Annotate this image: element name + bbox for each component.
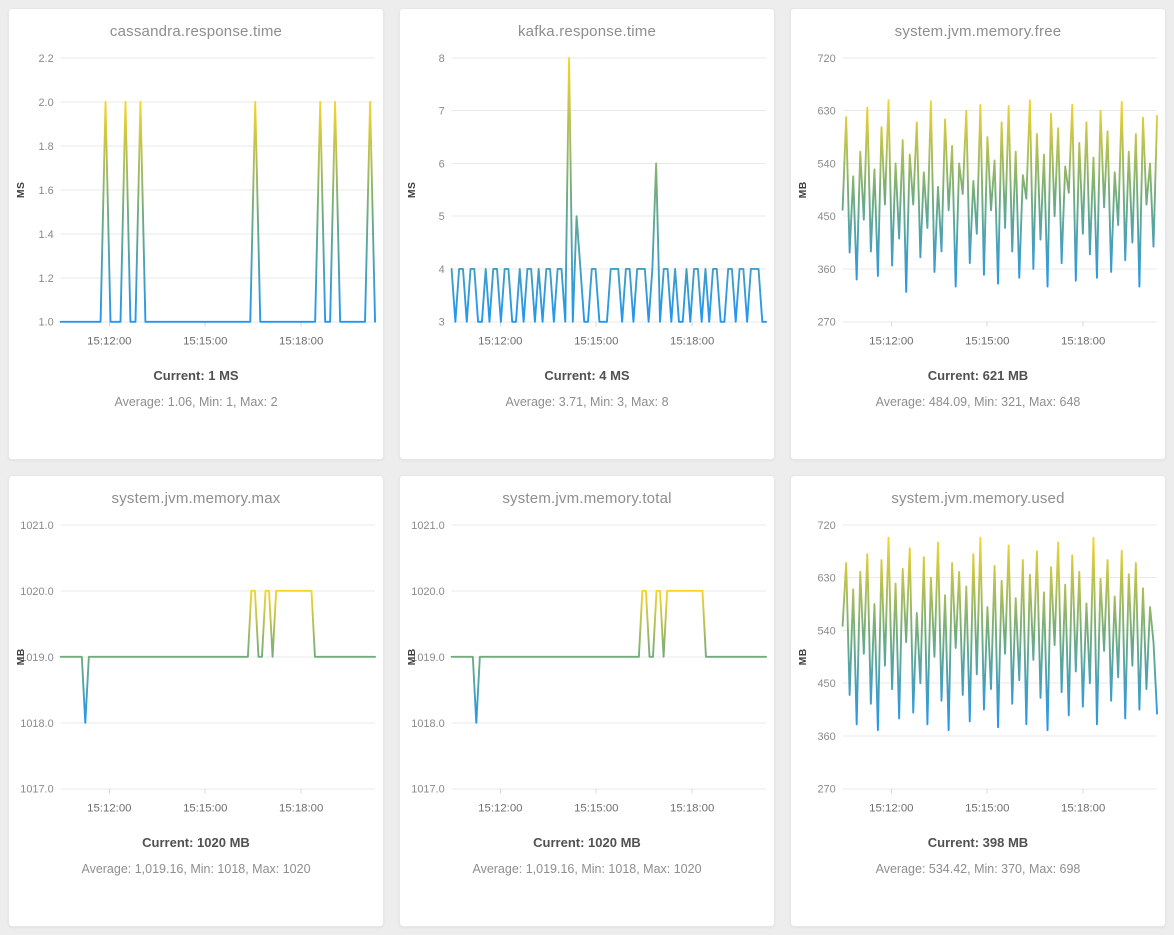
current-value: Current: 1020 MB bbox=[533, 834, 641, 850]
svg-text:720: 720 bbox=[817, 53, 835, 65]
svg-text:MB: MB bbox=[798, 648, 809, 665]
svg-text:1021.0: 1021.0 bbox=[411, 520, 444, 532]
svg-text:630: 630 bbox=[817, 573, 835, 585]
stats-summary: Average: 1,019.16, Min: 1018, Max: 1020 bbox=[472, 861, 702, 876]
svg-text:3: 3 bbox=[439, 317, 445, 329]
svg-text:1.0: 1.0 bbox=[38, 317, 53, 329]
svg-text:1017.0: 1017.0 bbox=[20, 784, 53, 796]
kafka-response-time-line-chart[interactable]: 8 7 6 5 4 3 15:12:00 15:15:00 15:18:00 MS bbox=[400, 44, 774, 354]
svg-text:15:15:00: 15:15:00 bbox=[574, 336, 618, 348]
chart-title: system.jvm.memory.used bbox=[891, 490, 1065, 507]
jvm-memory-total-line-chart[interactable]: 1021.0 1020.0 1019.0 1018.0 1017.0 15:12:00 15… bbox=[400, 511, 774, 821]
chart-title: cassandra.response.time bbox=[109, 23, 283, 40]
svg-text:1018.0: 1018.0 bbox=[20, 718, 53, 730]
svg-text:15:12:00: 15:12:00 bbox=[869, 803, 913, 815]
jvm-memory-max-line-chart[interactable]: 1021.0 1020.0 1019.0 1018.0 1017.0 15:12:00 15… bbox=[9, 511, 383, 821]
svg-text:15:18:00: 15:18:00 bbox=[1061, 336, 1105, 348]
chart-card-jvm-memory-used: system.jvm.memory.used 720 630 540 450 360 27… bbox=[790, 475, 1166, 927]
svg-text:1018.0: 1018.0 bbox=[411, 718, 444, 730]
svg-text:270: 270 bbox=[817, 784, 835, 796]
svg-text:450: 450 bbox=[817, 211, 835, 223]
svg-text:15:18:00: 15:18:00 bbox=[670, 336, 714, 348]
svg-text:MB: MB bbox=[798, 181, 809, 198]
current-value: Current: 621 MB bbox=[927, 367, 1029, 383]
svg-text:15:18:00: 15:18:00 bbox=[279, 336, 323, 348]
svg-text:MB: MB bbox=[16, 648, 27, 665]
stats-summary: Average: 3.71, Min: 3, Max: 8 bbox=[505, 394, 669, 409]
current-value: Current: 1020 MB bbox=[142, 834, 250, 850]
svg-text:1017.0: 1017.0 bbox=[411, 784, 444, 796]
chart-title: system.jvm.memory.max bbox=[111, 490, 281, 507]
svg-text:15:18:00: 15:18:00 bbox=[279, 803, 323, 815]
svg-text:1.8: 1.8 bbox=[38, 141, 53, 153]
svg-text:7: 7 bbox=[439, 106, 445, 118]
svg-text:4: 4 bbox=[439, 264, 445, 276]
svg-text:450: 450 bbox=[817, 678, 835, 690]
svg-text:1019.0: 1019.0 bbox=[20, 652, 53, 664]
current-value: Current: 398 MB bbox=[927, 834, 1029, 850]
svg-text:720: 720 bbox=[817, 520, 835, 532]
chart-card-jvm-memory-max: system.jvm.memory.max 1021.0 1020.0 1019.0… bbox=[8, 475, 384, 927]
svg-text:15:12:00: 15:12:00 bbox=[87, 336, 131, 348]
svg-text:15:15:00: 15:15:00 bbox=[574, 803, 618, 815]
svg-text:1.2: 1.2 bbox=[38, 273, 53, 285]
svg-text:1.6: 1.6 bbox=[38, 185, 53, 197]
chart-card-jvm-memory-total: system.jvm.memory.total 1021.0 1020.0 1019… bbox=[399, 475, 775, 927]
svg-text:270: 270 bbox=[817, 317, 835, 329]
svg-text:MS: MS bbox=[407, 182, 418, 199]
svg-text:360: 360 bbox=[817, 264, 835, 276]
svg-text:15:12:00: 15:12:00 bbox=[478, 803, 522, 815]
svg-text:630: 630 bbox=[817, 106, 835, 118]
chart-card-jvm-memory-free: system.jvm.memory.free 720 630 540 450 360 27… bbox=[790, 8, 1166, 460]
chart-title: kafka.response.time bbox=[517, 23, 657, 40]
svg-text:360: 360 bbox=[817, 731, 835, 743]
chart-card-kafka-response-time: kafka.response.time 8 7 6 5 4 3 15:12:00 15:15:… bbox=[399, 8, 775, 460]
svg-text:1020.0: 1020.0 bbox=[411, 586, 444, 598]
svg-text:15:15:00: 15:15:00 bbox=[965, 803, 1009, 815]
stats-summary: Average: 484.09, Min: 321, Max: 648 bbox=[875, 394, 1081, 409]
svg-text:5: 5 bbox=[439, 211, 445, 223]
current-value: Current: 4 MS bbox=[544, 367, 630, 383]
current-value: Current: 1 MS bbox=[153, 367, 239, 383]
svg-text:15:12:00: 15:12:00 bbox=[87, 803, 131, 815]
svg-text:15:12:00: 15:12:00 bbox=[869, 336, 913, 348]
svg-text:15:12:00: 15:12:00 bbox=[478, 336, 522, 348]
jvm-memory-used-line-chart[interactable]: 720 630 540 450 360 270 15:12:00 15:15:00 15:18:… bbox=[791, 511, 1165, 821]
svg-text:1.4: 1.4 bbox=[38, 229, 53, 241]
stats-summary: Average: 1.06, Min: 1, Max: 2 bbox=[114, 394, 278, 409]
stats-summary: Average: 1,019.16, Min: 1018, Max: 1020 bbox=[81, 861, 311, 876]
svg-text:15:18:00: 15:18:00 bbox=[1061, 803, 1105, 815]
svg-text:MS: MS bbox=[16, 182, 27, 199]
svg-text:2.2: 2.2 bbox=[38, 53, 53, 65]
jvm-memory-free-line-chart[interactable]: 720 630 540 450 360 270 15:12:00 15:15:00 15:18:… bbox=[791, 44, 1165, 354]
svg-text:15:18:00: 15:18:00 bbox=[670, 803, 714, 815]
cassandra-response-time-line-chart[interactable]: 2.2 2.0 1.8 1.6 1.4 1.2 1.0 15:12:00 15:15:00 15:… bbox=[9, 44, 383, 354]
svg-text:6: 6 bbox=[439, 158, 445, 170]
svg-text:2.0: 2.0 bbox=[38, 97, 53, 109]
chart-title: system.jvm.memory.free bbox=[894, 23, 1062, 40]
svg-text:1019.0: 1019.0 bbox=[411, 652, 444, 664]
svg-text:15:15:00: 15:15:00 bbox=[183, 336, 227, 348]
chart-title: system.jvm.memory.total bbox=[502, 490, 672, 507]
svg-text:540: 540 bbox=[817, 625, 835, 637]
svg-text:MB: MB bbox=[407, 648, 418, 665]
chart-card-cassandra-response-time: cassandra.response.time 2.2 2.0 1.8 1.6 1.4 1… bbox=[8, 8, 384, 460]
svg-text:8: 8 bbox=[439, 53, 445, 65]
svg-text:15:15:00: 15:15:00 bbox=[183, 803, 227, 815]
svg-text:540: 540 bbox=[817, 158, 835, 170]
svg-text:1021.0: 1021.0 bbox=[20, 520, 53, 532]
stats-summary: Average: 534.42, Min: 370, Max: 698 bbox=[875, 861, 1081, 876]
svg-text:15:15:00: 15:15:00 bbox=[965, 336, 1009, 348]
svg-text:1020.0: 1020.0 bbox=[20, 586, 53, 598]
